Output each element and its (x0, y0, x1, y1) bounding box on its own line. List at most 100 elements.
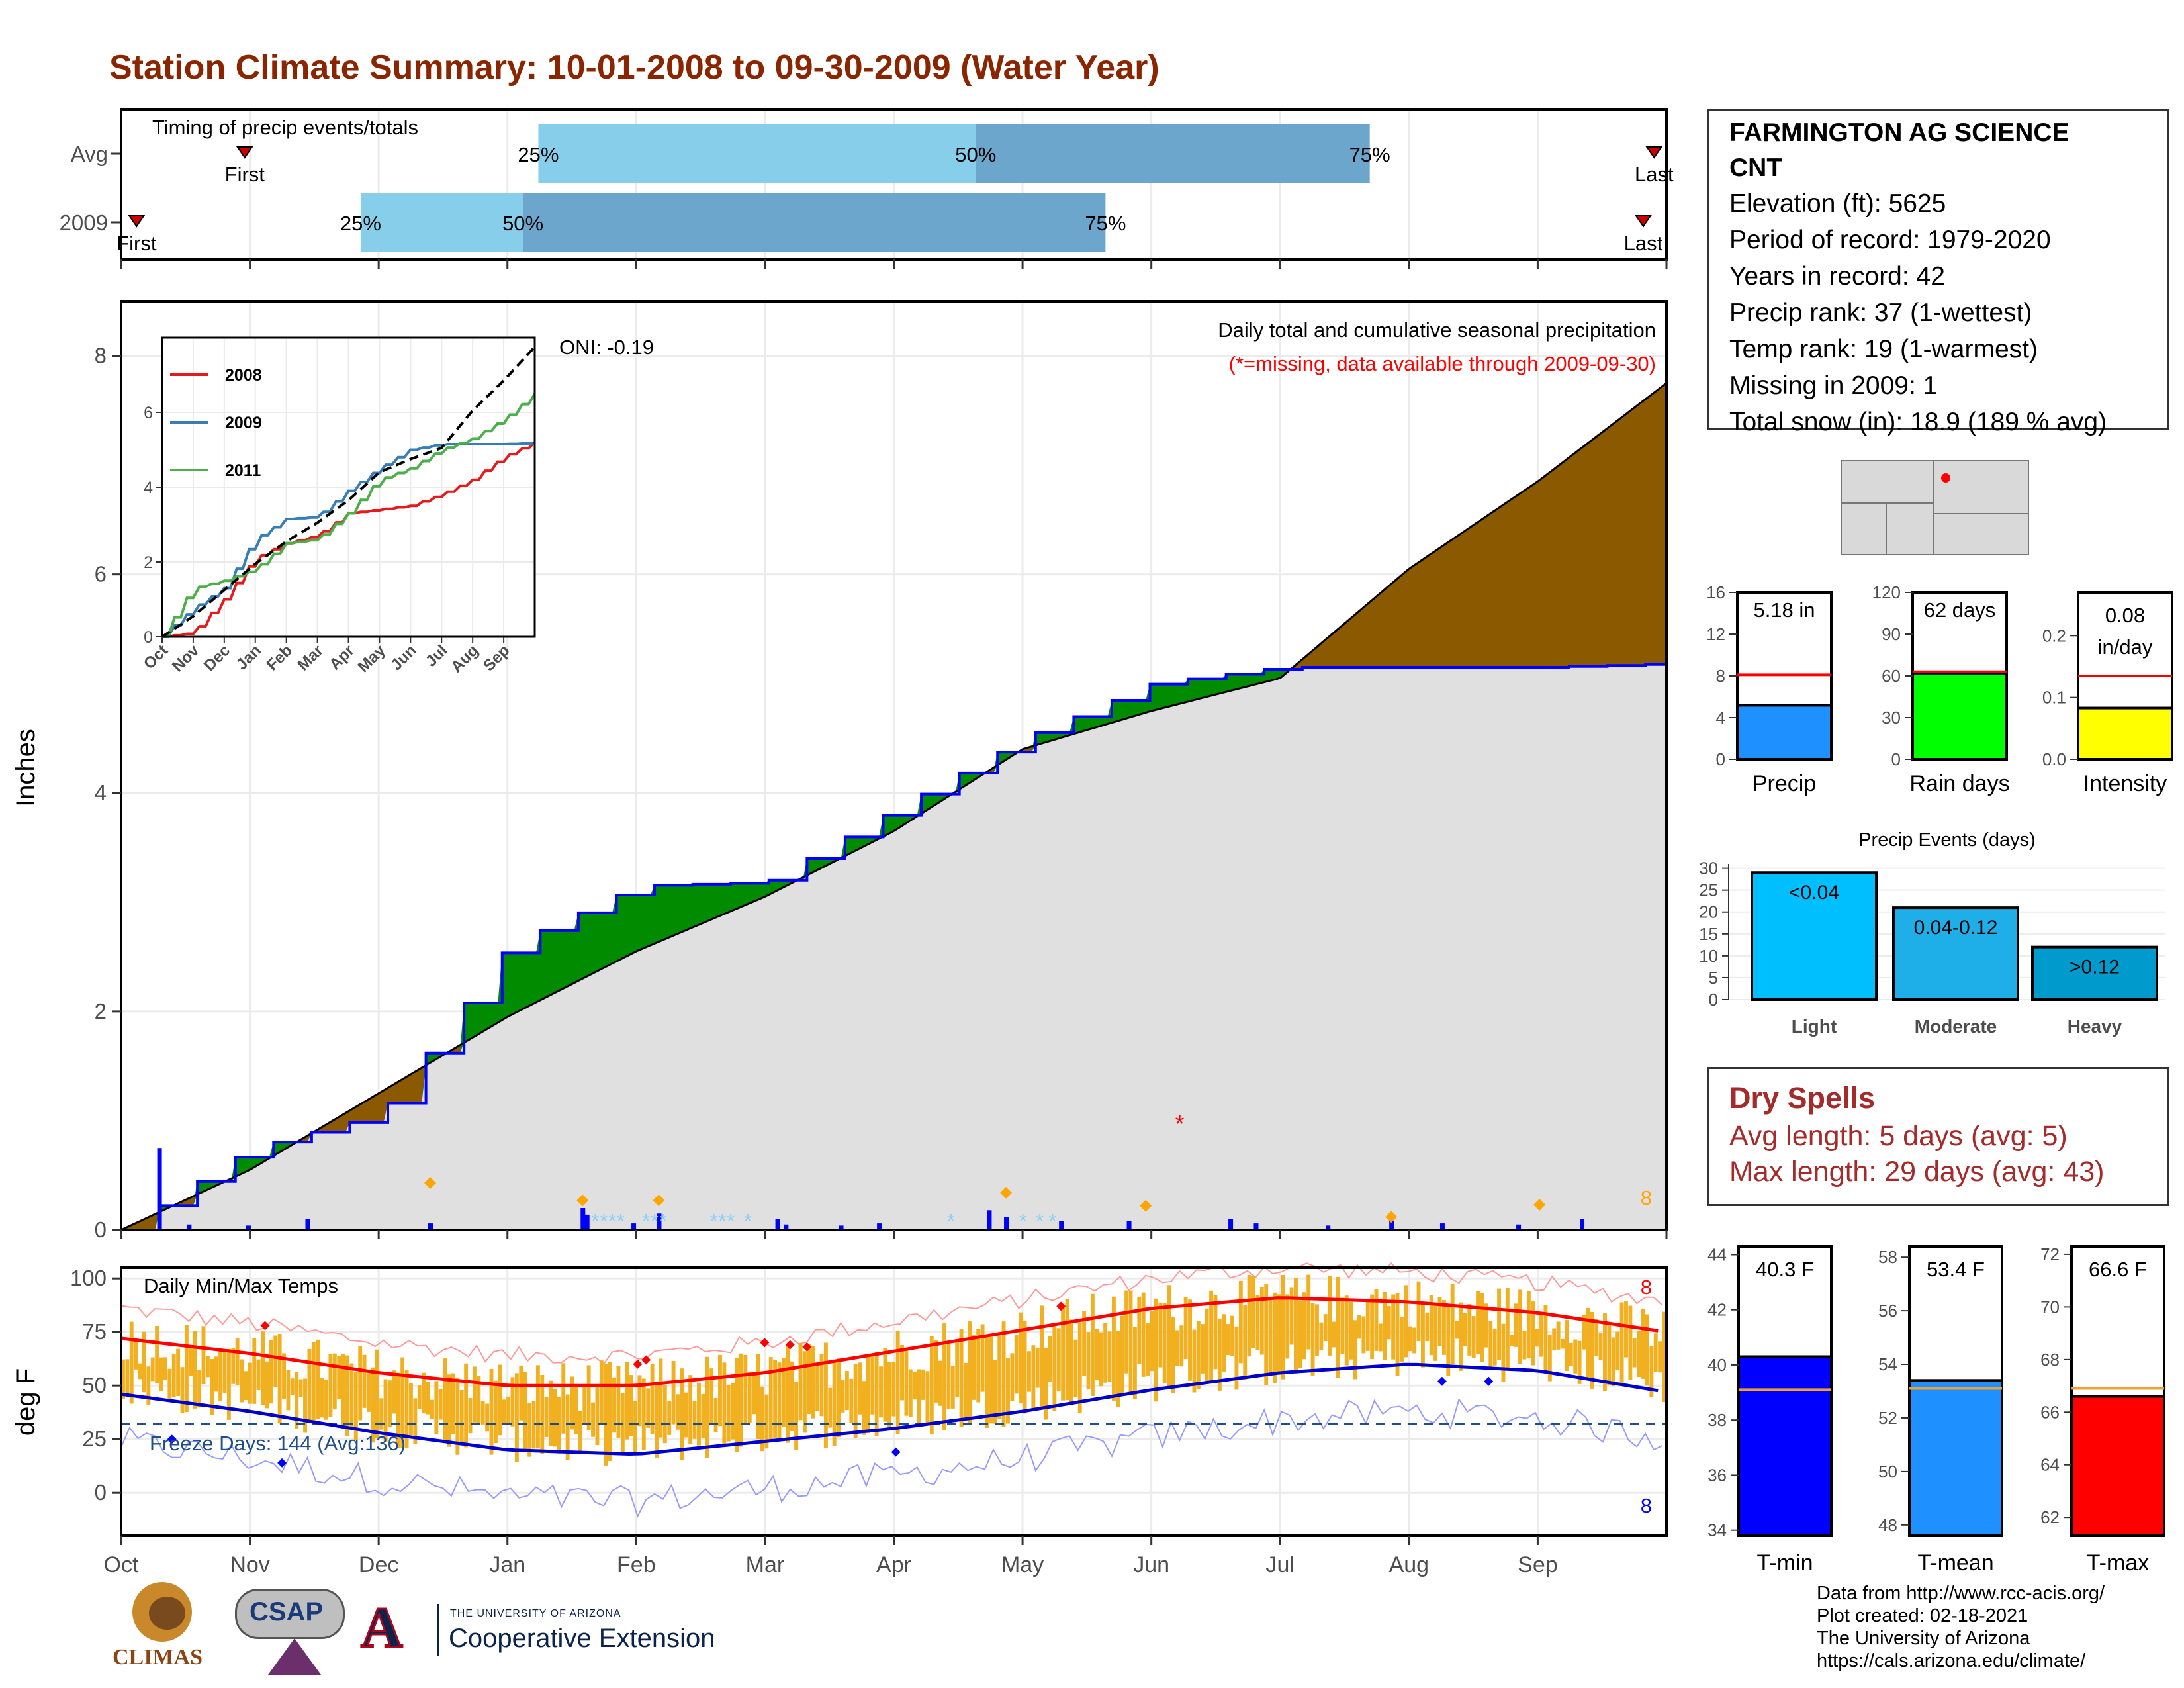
temp-daily-bar (726, 1384, 731, 1442)
precip-events-bar-label: >0.12 (2070, 957, 2120, 978)
temp-daily-bar (1459, 1302, 1463, 1371)
timing-pct-label: 75% (1085, 212, 1126, 235)
temp-daily-bar (214, 1356, 218, 1392)
temp-daily-bar (866, 1356, 870, 1433)
precip-note: Daily total and cumulative seasonal prec… (1218, 318, 1656, 342)
temp-daily-bar (1298, 1300, 1302, 1368)
temp-daily-bar (1238, 1280, 1243, 1364)
precip-snow-marker: * (1019, 1211, 1027, 1233)
temp-daily-bar (1243, 1305, 1248, 1380)
temp-daily-bar (129, 1321, 134, 1404)
temp-daily-bar (1116, 1331, 1120, 1407)
temp-freeze-label: Freeze Days: 144 (Avg:136) (150, 1432, 406, 1455)
temp-daily-bar (1365, 1299, 1370, 1351)
precip-daily-bar (1059, 1221, 1064, 1230)
temp-record-high-marker (760, 1338, 770, 1348)
precip-snow-marker: * (727, 1211, 735, 1233)
precip-daily-bar (775, 1219, 780, 1230)
temp-bar-name: T-max (2087, 1550, 2149, 1575)
temp-avg-high-line (120, 1296, 1659, 1387)
footer-line-3: The University of Arizona (1817, 1628, 2030, 1649)
temp-daily-bar (1522, 1331, 1527, 1360)
temp-daily-bar (472, 1366, 477, 1423)
temp-daily-bar (1001, 1321, 1006, 1427)
inset-series-line-2011 (162, 393, 536, 638)
ua-logo-a: A (360, 1596, 404, 1660)
temp-daily-bar (837, 1358, 841, 1438)
timing-last-marker (1635, 215, 1652, 228)
mini-bar-ytick-label: 4 (1716, 708, 1725, 727)
precip-daily-bar (584, 1214, 590, 1230)
temp-daily-bar (155, 1326, 159, 1384)
temp-daily-bar (1023, 1320, 1027, 1414)
temp-daily-bar (1425, 1312, 1430, 1342)
temp-daily-bar (286, 1369, 291, 1411)
temp-daily-bar (1230, 1315, 1234, 1356)
temp-daily-bar (1289, 1287, 1294, 1345)
temp-daily-bar (786, 1346, 790, 1443)
temp-record-high-marker (1056, 1301, 1066, 1311)
temp-daily-bar (667, 1401, 672, 1435)
temp-daily-bar (383, 1379, 388, 1442)
precip-daily-bar (1326, 1225, 1331, 1230)
temp-daily-bar (650, 1364, 655, 1434)
temp-daily-bar (713, 1398, 718, 1432)
temp-daily-bar (1052, 1326, 1057, 1411)
temp-daily-bar (781, 1358, 786, 1427)
temp-daily-bar (485, 1403, 490, 1432)
temp-daily-bar (1006, 1358, 1010, 1424)
temp-daily-bar (1323, 1314, 1328, 1342)
temp-daily-bar (942, 1323, 946, 1430)
inset-ytick-label: 0 (144, 628, 153, 647)
dry-spells-max: Max length: 29 days (avg: 43) (1729, 1156, 2105, 1188)
mini-bar-value (1736, 704, 1833, 761)
temp-bar-value-label: 66.6 F (2089, 1258, 2147, 1281)
temp-bar-ytick-label: 58 (1878, 1247, 1897, 1267)
temp-daily-bar (946, 1344, 951, 1409)
temp-daily-bar (968, 1321, 972, 1424)
temp-daily-bar (557, 1397, 561, 1454)
temp-bar-ytick-label: 40 (1707, 1355, 1727, 1375)
temp-daily-bar (298, 1379, 303, 1397)
temp-daily-bar (349, 1363, 354, 1430)
timing-pct-label: 75% (1349, 143, 1390, 166)
temp-daily-bar (1146, 1323, 1150, 1376)
timing-bar-50-75 (976, 124, 1370, 183)
temp-daily-bar (1099, 1332, 1103, 1387)
precip-missing-marker: * (1175, 1110, 1184, 1137)
temp-daily-bar (1061, 1305, 1066, 1401)
temp-daily-bar (1044, 1348, 1048, 1420)
temp-daily-bar (1637, 1330, 1641, 1378)
temp-daily-bar (1488, 1321, 1493, 1369)
temp-daily-bar (163, 1357, 167, 1380)
temp-bar-ytick-label: 64 (2040, 1455, 2060, 1475)
precip-daily-bar (187, 1224, 192, 1230)
temp-daily-bar (1611, 1337, 1615, 1387)
temp-daily-bar (337, 1356, 341, 1399)
temp-record-high-marker (785, 1340, 795, 1350)
temp-daily-bar (807, 1344, 811, 1415)
temp-month-label: Mar (746, 1552, 785, 1577)
temp-daily-bar (819, 1354, 824, 1417)
temp-daily-bar (1582, 1314, 1586, 1350)
temp-bar-ytick-label: 72 (2040, 1244, 2060, 1264)
temp-daily-bar (426, 1382, 430, 1415)
temp-bar-ytick-label: 34 (1707, 1521, 1727, 1540)
precip-snow-marker: * (592, 1211, 600, 1233)
temp-daily-bar (371, 1367, 375, 1443)
temp-daily-bar (1649, 1346, 1654, 1397)
timing-first-label: First (225, 163, 265, 186)
temp-daily-bar (468, 1398, 473, 1434)
temp-daily-bar (1539, 1315, 1543, 1357)
inset-series-line-2009 (162, 442, 535, 638)
temp-daily-bar (1378, 1323, 1383, 1352)
mini-bar-ytick-label: 60 (1882, 666, 1901, 686)
timing-row-label: Avg (71, 142, 108, 166)
mini-bar-value-label: 0.08 (2105, 604, 2145, 627)
temp-daily-bar (197, 1370, 202, 1408)
temp-daily-bar (811, 1345, 815, 1419)
precip-count-label: 8 (1641, 1186, 1652, 1209)
precip-ytick-label: 8 (95, 344, 107, 368)
temp-daily-bar (1653, 1333, 1658, 1372)
temp-bar-value-label: 40.3 F (1756, 1258, 1814, 1281)
